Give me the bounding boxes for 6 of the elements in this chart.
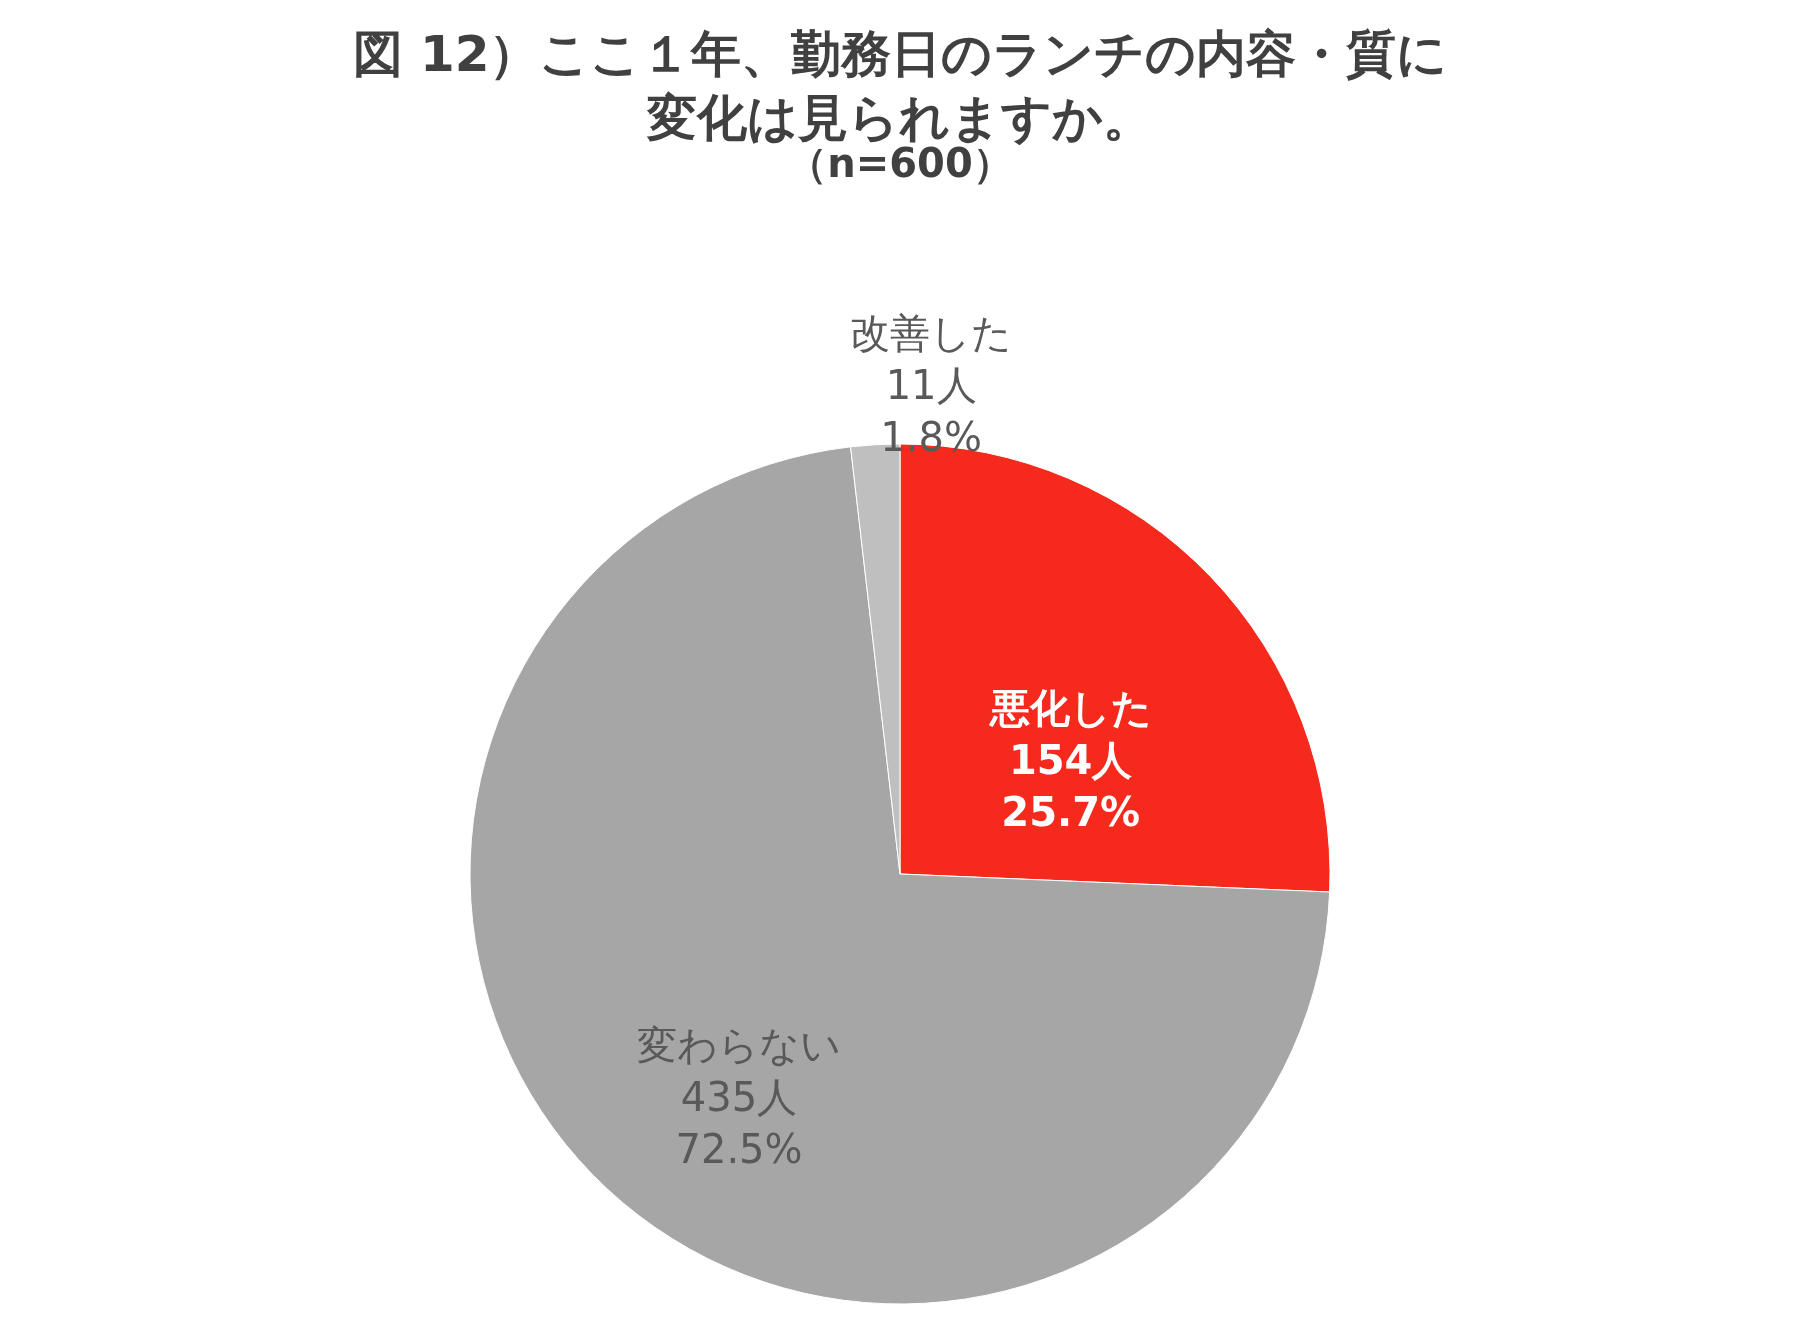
data-label: 11人 1.8% xyxy=(880,361,982,460)
data-label: 435人 72.5% xyxy=(675,1074,803,1173)
slice-label: 悪化した xyxy=(987,685,1152,732)
data-label: 154人 25.7% xyxy=(1001,737,1141,836)
slice-label: 改善した xyxy=(850,309,1013,356)
slice-label: 変わらない xyxy=(637,1022,842,1069)
